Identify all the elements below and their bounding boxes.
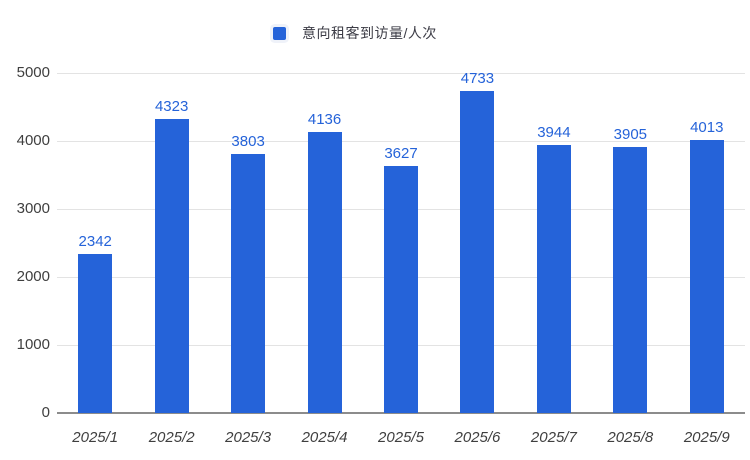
- legend-marker-icon: [273, 26, 287, 40]
- bar: [460, 91, 495, 413]
- y-axis-tick-label: 0: [41, 404, 50, 421]
- y-axis-tick-label: 5000: [16, 64, 50, 81]
- bar-value-label: 4733: [460, 70, 495, 88]
- bar: [154, 119, 189, 413]
- bar-value-label: 3803: [231, 133, 265, 151]
- x-axis-tick-label: 2025/5: [378, 429, 424, 446]
- x-axis-tick-label: 2025/6: [454, 429, 501, 446]
- gridline: [57, 141, 745, 142]
- bar: [613, 147, 648, 413]
- x-axis-tick-label: 2025/4: [301, 429, 348, 446]
- bar-value-label: 2342: [78, 232, 112, 250]
- gridline: [57, 73, 745, 74]
- bar-value-label: 3627: [384, 145, 418, 163]
- x-axis-tick-label: 2025/9: [683, 429, 730, 446]
- x-axis-tick-label: 2025/8: [607, 429, 654, 446]
- legend-item[interactable]: 意向租客到访量/人次: [0, 23, 730, 43]
- y-axis-tick-label: 1000: [16, 336, 50, 353]
- x-axis-tick-label: 2025/2: [148, 429, 195, 446]
- x-axis-line: [57, 412, 745, 414]
- bar-value-label: 4136: [307, 110, 342, 128]
- x-axis-tick-label: 2025/3: [225, 429, 272, 446]
- bar-value-label: 3905: [613, 126, 648, 144]
- bar: [231, 154, 266, 413]
- bar-value-label: 3944: [537, 123, 571, 141]
- bar: [78, 253, 113, 413]
- x-axis-tick-label: 2025/7: [530, 429, 577, 446]
- y-axis-tick-label: 3000: [16, 200, 50, 217]
- bar: [689, 140, 724, 413]
- bar-value-label: 4323: [154, 98, 189, 116]
- bar: [384, 166, 418, 413]
- bar-value-label: 4013: [690, 119, 724, 137]
- x-axis-tick-label: 2025/1: [72, 429, 119, 446]
- legend-label: 意向租客到访量/人次: [302, 25, 437, 41]
- bar: [536, 144, 571, 413]
- bar: [307, 131, 342, 413]
- y-axis-tick-label: 2000: [16, 268, 50, 285]
- y-axis-tick-label: 4000: [16, 132, 50, 149]
